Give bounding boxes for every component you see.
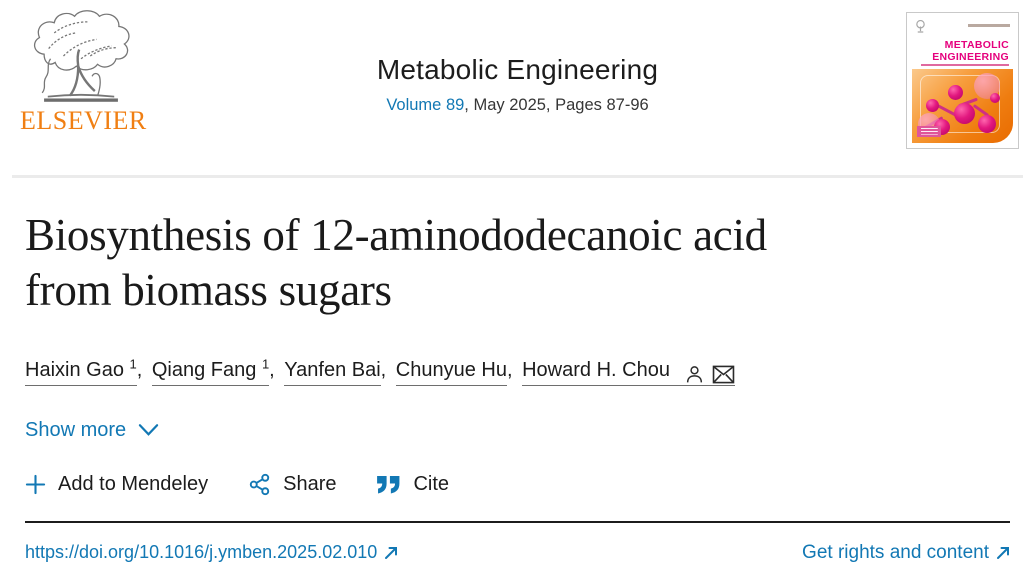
- article-actions: Add to Mendeley Share Cite: [25, 473, 1010, 496]
- article-content: Biosynthesis of 12-aminododecanoic acid f…: [0, 208, 1035, 564]
- author-link[interactable]: Qiang Fang 1: [151, 357, 270, 386]
- corresponding-author-icons: [684, 363, 735, 386]
- elsevier-tree-icon: [33, 10, 130, 102]
- issue-text: , May 2025, Pages 87-96: [464, 96, 649, 114]
- journal-info: Metabolic Engineering Volume 89, May 202…: [377, 54, 658, 115]
- elsevier-logo[interactable]: ELSEVIER: [20, 8, 147, 136]
- plus-icon: [25, 474, 46, 494]
- cover-imprint-label: [917, 126, 941, 137]
- author-link[interactable]: Howard H. Chou: [522, 358, 735, 386]
- author-link[interactable]: Haixin Gao 1: [25, 357, 137, 386]
- chevron-down-icon: [138, 424, 159, 437]
- external-link-icon: [997, 546, 1009, 559]
- header-divider: [12, 175, 1023, 178]
- footer-rule: [25, 520, 1010, 523]
- show-more-button[interactable]: Show more: [25, 419, 159, 442]
- cover-tagline-microtext: [921, 64, 1009, 66]
- cover-journal-title: METABOLIC ENGINEERING: [932, 39, 1009, 63]
- volume-link[interactable]: Volume 89: [386, 96, 465, 114]
- cite-quote-icon: [377, 475, 400, 494]
- journal-title[interactable]: Metabolic Engineering: [376, 54, 659, 85]
- cover-artwork: [912, 69, 1013, 143]
- author-link[interactable]: Chunyue Hu: [395, 358, 507, 386]
- cover-issue-microtext: [968, 24, 1010, 27]
- get-rights-link[interactable]: Get rights and content: [802, 542, 1010, 564]
- author-link[interactable]: Yanfen Bai: [284, 358, 381, 386]
- envelope-icon[interactable]: [712, 365, 735, 384]
- person-icon[interactable]: [684, 364, 705, 385]
- footer-links: https://doi.org/10.1016/j.ymben.2025.02.…: [25, 542, 1010, 564]
- doi-link[interactable]: https://doi.org/10.1016/j.ymben.2025.02.…: [25, 542, 398, 563]
- cite-button[interactable]: Cite: [376, 473, 449, 496]
- share-icon: [249, 473, 270, 495]
- article-title: Biosynthesis of 12-aminododecanoic acid f…: [25, 210, 767, 315]
- elsevier-wordmark: ELSEVIER: [20, 106, 147, 135]
- add-to-mendeley-button[interactable]: Add to Mendeley: [25, 473, 208, 496]
- show-more-label: Show more: [25, 418, 127, 441]
- external-link-icon: [385, 546, 398, 559]
- journal-cover-thumbnail[interactable]: METABOLIC ENGINEERING: [906, 12, 1019, 149]
- share-button[interactable]: Share: [248, 473, 336, 496]
- journal-issue-line: Volume 89, May 2025, Pages 87-96: [377, 96, 658, 115]
- cover-elsevier-mini-logo: [916, 20, 925, 33]
- journal-banner: ELSEVIER Metabolic Engineering Volume 89…: [0, 0, 1035, 175]
- authors-line: Haixin Gao 1, Qiang Fang 1, Yanfen Bai, …: [25, 357, 1010, 386]
